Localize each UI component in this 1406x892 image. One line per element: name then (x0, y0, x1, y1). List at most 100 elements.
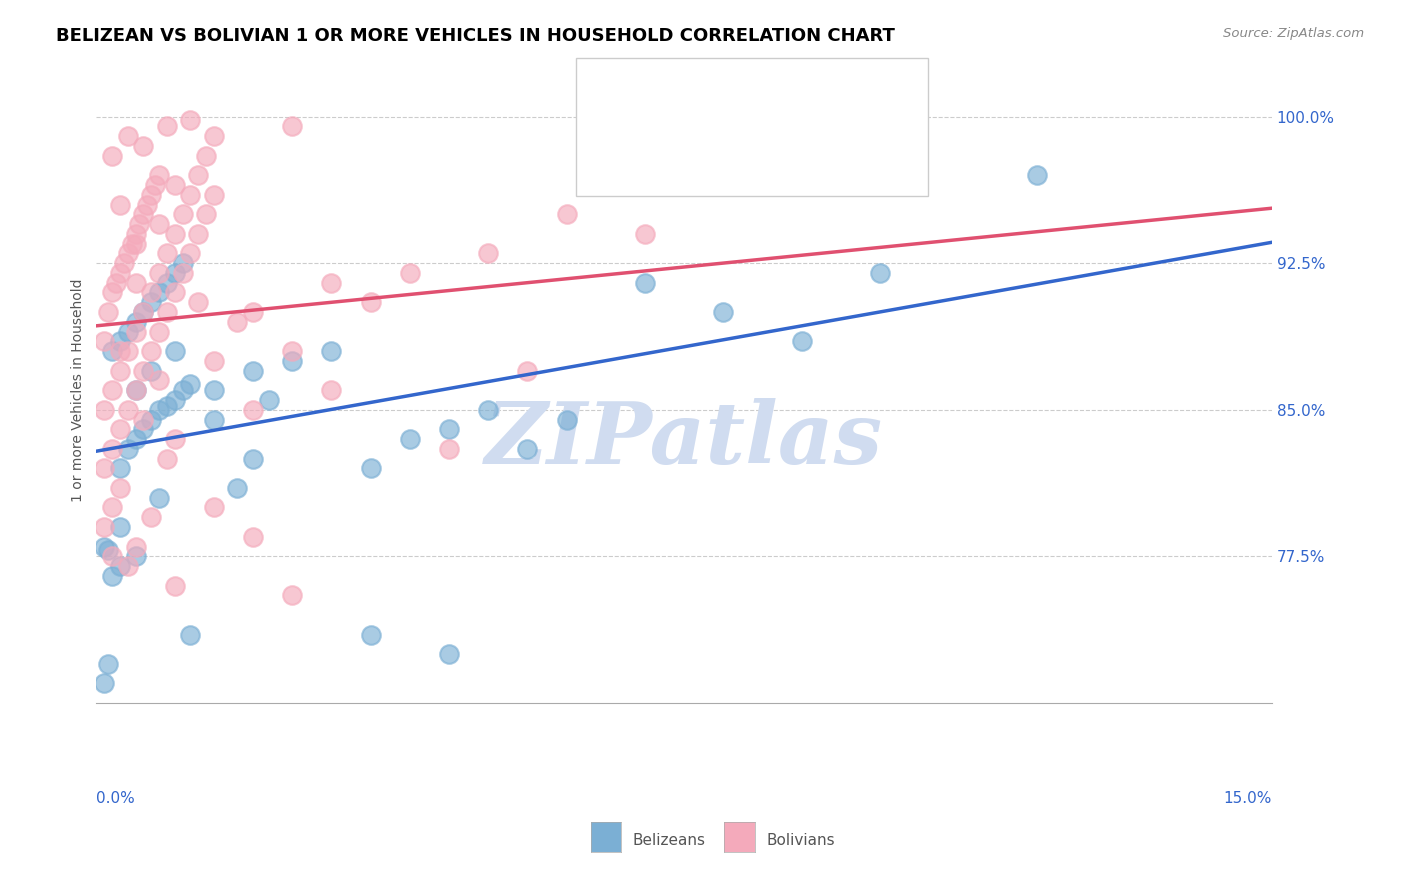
Point (172, 266, 194, 280)
Point (101, 344, 124, 359)
Point (132, 139, 155, 153)
Point (163, 432, 186, 446)
Point (148, 325, 170, 339)
Point (634, 276, 657, 290)
Point (97, 657, 120, 671)
Point (226, 481, 249, 495)
Point (202, 500, 225, 515)
Point (148, 217, 170, 231)
Point (101, 442, 124, 456)
Point (202, 412, 225, 426)
Point (143, 178, 166, 192)
Point (93, 461, 115, 475)
Point (437, 422, 460, 436)
Point (108, 364, 131, 378)
Point (141, 364, 163, 378)
Point (97, 305, 120, 319)
Point (163, 266, 186, 280)
Point (124, 540, 146, 554)
Point (281, 344, 304, 359)
Point (93, 540, 115, 554)
Point (360, 627, 382, 641)
Y-axis label: 1 or more Vehicles in Household: 1 or more Vehicles in Household (72, 278, 86, 502)
Point (172, 383, 194, 397)
Point (124, 432, 146, 446)
Point (101, 500, 124, 515)
Point (179, 187, 201, 202)
Point (516, 442, 538, 456)
Point (117, 325, 139, 339)
Text: BELIZEAN VS BOLIVIAN 1 OR MORE VEHICLES IN HOUSEHOLD CORRELATION CHART: BELIZEAN VS BOLIVIAN 1 OR MORE VEHICLES … (56, 27, 896, 45)
Point (108, 266, 131, 280)
Point (132, 422, 155, 436)
Point (124, 227, 146, 241)
Point (101, 383, 124, 397)
Point (634, 227, 657, 241)
Point (117, 559, 139, 574)
Point (148, 491, 170, 505)
Point (711, 305, 734, 319)
Point (101, 285, 124, 300)
Point (257, 392, 280, 407)
Point (156, 451, 179, 466)
Point (124, 549, 146, 564)
Point (108, 520, 131, 534)
Point (97, 543, 120, 558)
Point (360, 461, 382, 475)
Point (477, 402, 499, 417)
Point (108, 461, 131, 475)
Point (108, 197, 131, 211)
Point (437, 647, 460, 661)
Point (141, 285, 163, 300)
Point (132, 364, 155, 378)
Point (172, 256, 194, 270)
Point (281, 589, 304, 603)
Point (163, 285, 186, 300)
Point (156, 276, 179, 290)
Point (124, 383, 146, 397)
Point (555, 412, 578, 426)
Point (108, 481, 131, 495)
Point (242, 530, 264, 544)
Point (202, 383, 225, 397)
Point (141, 295, 163, 310)
Point (281, 120, 304, 134)
Point (242, 402, 264, 417)
Point (437, 442, 460, 456)
Point (156, 120, 179, 134)
Point (101, 549, 124, 564)
Point (141, 187, 163, 202)
Point (242, 451, 264, 466)
Point (132, 305, 155, 319)
Point (179, 246, 201, 260)
Point (117, 344, 139, 359)
Point (360, 295, 382, 310)
Point (1025, 168, 1047, 182)
Point (555, 207, 578, 221)
Point (321, 344, 343, 359)
Point (108, 559, 131, 574)
Text: R = 0.337   N = 88: R = 0.337 N = 88 (633, 119, 778, 134)
Point (163, 392, 186, 407)
Point (148, 402, 170, 417)
Point (104, 276, 127, 290)
Text: Bolivians: Bolivians (766, 833, 835, 847)
Point (108, 334, 131, 349)
Point (148, 266, 170, 280)
Point (242, 364, 264, 378)
Point (398, 266, 420, 280)
Text: ZIPatlas: ZIPatlas (485, 399, 883, 482)
Point (112, 256, 135, 270)
Text: 0.0%: 0.0% (97, 791, 135, 806)
Point (187, 227, 209, 241)
Point (172, 207, 194, 221)
Point (156, 305, 179, 319)
Point (93, 676, 115, 690)
Point (477, 246, 499, 260)
Point (121, 236, 143, 251)
Point (117, 442, 139, 456)
Point (202, 354, 225, 368)
Point (398, 432, 420, 446)
Point (516, 364, 538, 378)
Point (163, 227, 186, 241)
